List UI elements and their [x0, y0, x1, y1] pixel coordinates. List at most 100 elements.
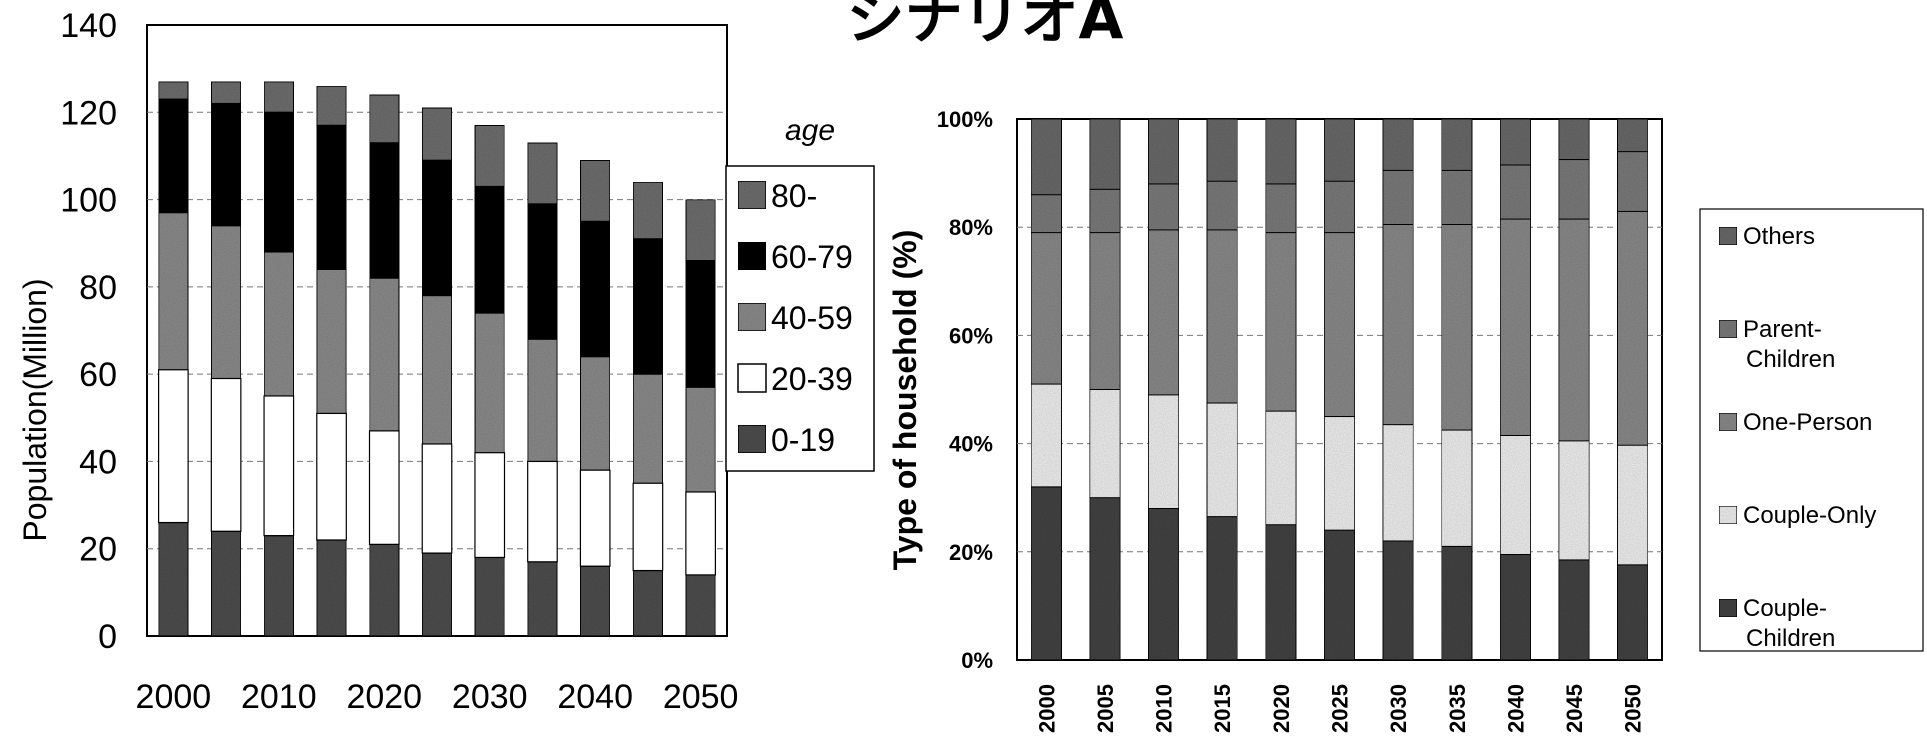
bar-segment-60-79-2045: [632, 238, 664, 375]
legend-label-parent-children: Parent-Children: [1743, 316, 1835, 373]
bar-segment-couple-only-2025: [1323, 416, 1356, 531]
bar-segment-20-39-2030: [474, 452, 506, 559]
x-tick-label: 2050: [663, 678, 739, 716]
bar-segment-0-19-2020: [368, 543, 400, 637]
bar-segment-60-79-2030: [474, 185, 506, 314]
bar-segment-0-19-2040: [579, 565, 611, 637]
y-tick-label: 20%: [949, 540, 993, 565]
x-tick-label: 2000: [136, 678, 212, 716]
bar-segment-others-2035: [1441, 118, 1473, 171]
bar-segment-couple-only-2000: [1030, 383, 1063, 488]
bar-segment-others-2045: [1558, 118, 1590, 161]
bar-segment-parent-children-2040: [1499, 164, 1532, 220]
bar-segment-0-19-2025: [421, 552, 453, 637]
legend-label-60-79: 60-79: [771, 239, 853, 275]
legend: Others Parent-Children One-Person Couple-On…: [1699, 208, 1924, 652]
bar-segment-80-2025: [421, 107, 453, 161]
bar-segment-one-person-2005: [1089, 232, 1121, 390]
bar-segment-80-2020: [368, 94, 400, 144]
bar-segment-20-39-2040: [579, 469, 611, 567]
x-tick-label: 2030: [452, 678, 528, 716]
x-tick-label: 2020: [346, 678, 422, 716]
bar-segment-others-2010: [1147, 118, 1180, 185]
y-axis-label: Type of household (%): [887, 230, 923, 571]
household-chart: 0%20%40%60%80%100% 2000 2005 2010 2015 2020 2…: [887, 107, 1924, 733]
bar-segment-20-39-2020: [368, 430, 400, 545]
bar-segment-couple-children-2020: [1265, 524, 1297, 661]
x-tick-label: 2015: [1210, 684, 1235, 733]
y-tick-label: 60: [79, 356, 117, 394]
bar-segment-60-79-2040: [579, 220, 611, 358]
bar-segment-couple-only-2010: [1147, 394, 1180, 510]
bar-segment-others-2005: [1089, 118, 1121, 190]
y-axis-ticks: 0 20 40 60 80 100 120 140: [60, 7, 117, 656]
bar-segment-couple-children-2035: [1441, 545, 1473, 661]
bar-segment-one-person-2020: [1265, 232, 1297, 412]
bar-segment-40-59-2020: [368, 277, 400, 432]
bar-segment-60-79-2005: [210, 102, 242, 227]
legend-label-20-39: 20-39: [771, 361, 853, 397]
bar-segment-one-person-2000: [1030, 232, 1063, 385]
bar-segment-60-79-2020: [368, 142, 400, 279]
bars: [1030, 118, 1649, 661]
bar-segment-40-59-2050: [685, 386, 717, 493]
y-tick-label: 20: [79, 531, 117, 569]
bar-segment-20-39-2010: [263, 395, 295, 537]
bar-segment-40-59-2005: [210, 225, 242, 380]
x-tick-label: 2040: [1503, 684, 1528, 733]
x-tick-label: 2045: [1562, 684, 1587, 733]
y-tick-label: 80: [79, 269, 117, 307]
bar-segment-20-39-2000: [158, 369, 189, 524]
bar-segment-60-79-2010: [263, 111, 295, 253]
bars: [158, 81, 717, 637]
bar-segment-couple-children-2040: [1499, 554, 1532, 661]
bar-segment-parent-children-2035: [1441, 169, 1473, 225]
bar-segment-20-39-2005: [210, 377, 242, 532]
bar-segment-parent-children-2005: [1089, 188, 1121, 234]
bar-segment-one-person-2010: [1147, 229, 1180, 396]
legend-swatch-parent-children: [1718, 319, 1738, 339]
bar-segment-80-2005: [210, 81, 242, 105]
bar-segment-parent-children-2015: [1206, 180, 1238, 231]
bar-segment-80-2040: [579, 159, 611, 222]
bar-segment-couple-only-2050: [1616, 444, 1649, 566]
bar-segment-couple-children-2030: [1382, 540, 1414, 661]
bar-segment-40-59-2040: [579, 356, 611, 471]
legend-swatch-60-79: [737, 241, 767, 271]
bar-segment-20-39-2015: [316, 412, 347, 541]
y-tick-label: 0: [98, 618, 117, 656]
legend-swatch-20-39: [737, 363, 767, 393]
bar-segment-80-2000: [158, 81, 189, 100]
y-tick-label: 40: [79, 443, 117, 481]
bar-segment-60-79-2035: [527, 203, 558, 340]
bar-segment-others-2000: [1030, 118, 1063, 196]
bar-segment-couple-children-2025: [1323, 529, 1356, 661]
bar-segment-others-2025: [1323, 118, 1356, 182]
x-axis-ticks: 2000 2005 2010 2015 2020 2025 2030 2035 2040 2045…: [1034, 684, 1645, 733]
bar-segment-others-2030: [1382, 118, 1414, 171]
bar-segment-couple-children-2005: [1089, 497, 1121, 661]
legend-swatch-0-19: [737, 424, 767, 454]
bar-segment-others-2015: [1206, 118, 1238, 182]
bar-segment-parent-children-2025: [1323, 180, 1356, 234]
legend-swatch-couple-only: [1718, 505, 1738, 525]
bar-segment-20-39-2035: [527, 460, 558, 563]
bar-segment-couple-only-2015: [1206, 402, 1238, 518]
bar-segment-40-59-2030: [474, 312, 506, 454]
bar-segment-0-19-2050: [685, 574, 717, 637]
bar-segment-parent-children-2030: [1382, 169, 1414, 225]
bar-segment-80-2030: [474, 124, 506, 188]
bar-segment-parent-children-2010: [1147, 183, 1180, 231]
y-tick-label: 100: [60, 182, 117, 220]
bar-segment-couple-children-2050: [1616, 564, 1649, 661]
bar-segment-couple-children-2045: [1558, 559, 1590, 661]
bar-segment-40-59-2025: [421, 294, 453, 445]
bar-segment-one-person-2035: [1441, 223, 1473, 431]
bar-segment-20-39-2045: [632, 482, 664, 572]
x-tick-label: 2000: [1034, 684, 1059, 733]
bar-segment-40-59-2045: [632, 373, 664, 484]
legend-label-couple-children: Couple-Children: [1743, 595, 1835, 652]
legend-swatch-40-59: [737, 302, 767, 332]
y-tick-label: 40%: [949, 432, 993, 457]
